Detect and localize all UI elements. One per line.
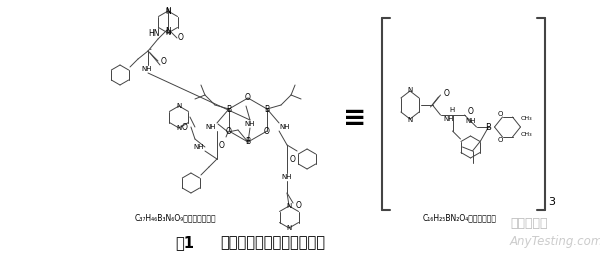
Text: B: B <box>226 104 232 113</box>
Text: B: B <box>265 104 269 113</box>
Text: C₃₇H₄₆B₃N₆O₉（三聚硼酸酯）: C₃₇H₄₆B₃N₆O₉（三聚硼酸酯） <box>134 214 216 222</box>
Text: N: N <box>166 30 170 36</box>
Text: B: B <box>245 138 251 147</box>
Text: O: O <box>161 57 167 65</box>
Text: NH: NH <box>443 116 454 122</box>
Text: O: O <box>245 93 251 103</box>
Text: N: N <box>286 203 292 209</box>
Text: O: O <box>467 107 473 116</box>
Text: N: N <box>176 103 182 109</box>
Text: N: N <box>286 225 292 231</box>
Text: O: O <box>182 123 188 132</box>
Text: N: N <box>407 117 413 123</box>
Text: O: O <box>219 140 225 150</box>
Text: •: • <box>148 46 152 52</box>
Text: N: N <box>165 7 171 17</box>
Text: O: O <box>498 137 503 143</box>
Text: NH: NH <box>282 174 292 180</box>
Text: H: H <box>450 107 455 113</box>
Text: O: O <box>178 33 184 42</box>
Text: 3: 3 <box>548 197 555 207</box>
Text: NH: NH <box>142 66 152 72</box>
Text: N: N <box>166 8 170 14</box>
Text: C₁₆H₂₅BN₂O₄（硼酸形式）: C₁₆H₂₅BN₂O₄（硼酸形式） <box>423 214 497 222</box>
Text: 图1: 图1 <box>176 235 194 250</box>
Text: NH: NH <box>245 121 255 127</box>
Text: O: O <box>498 111 503 117</box>
Text: ≡: ≡ <box>343 104 367 132</box>
Text: O: O <box>264 127 270 135</box>
Text: CH₃: CH₃ <box>521 132 532 138</box>
Text: 嘉峪检测网: 嘉峪检测网 <box>510 217 548 230</box>
Text: 硼替佐米三聚体和单体结构: 硼替佐米三聚体和单体结构 <box>220 235 325 250</box>
Text: N: N <box>165 28 171 37</box>
Text: B: B <box>485 123 491 132</box>
Text: NH: NH <box>465 118 476 124</box>
Text: N: N <box>176 125 182 131</box>
Text: NH: NH <box>206 124 216 130</box>
Text: AnyTesting.com: AnyTesting.com <box>510 235 600 248</box>
Text: HN: HN <box>148 29 160 38</box>
Text: O: O <box>226 127 232 135</box>
Text: CH₃: CH₃ <box>521 116 532 121</box>
Text: NH: NH <box>280 124 290 130</box>
Text: O: O <box>290 155 296 163</box>
Text: O: O <box>443 88 449 97</box>
Text: NH: NH <box>194 144 204 150</box>
Text: O: O <box>296 201 302 210</box>
Text: N: N <box>407 87 413 93</box>
